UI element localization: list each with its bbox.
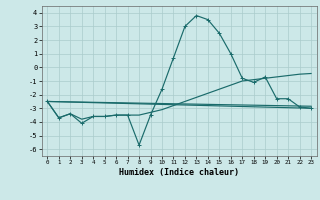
- X-axis label: Humidex (Indice chaleur): Humidex (Indice chaleur): [119, 168, 239, 177]
